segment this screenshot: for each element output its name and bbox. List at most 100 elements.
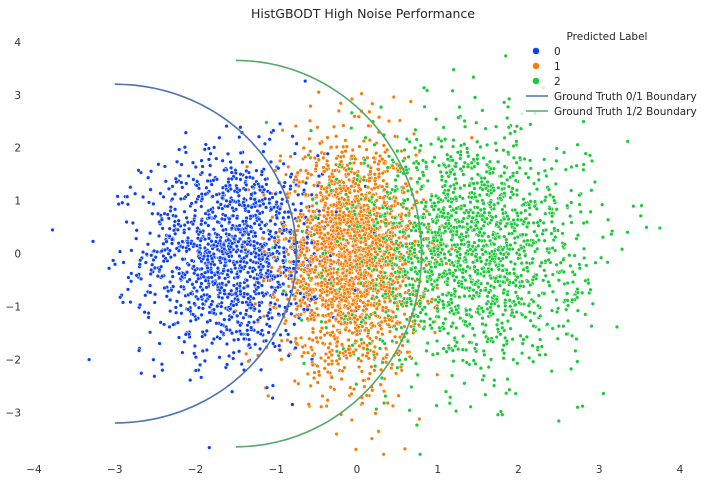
data-point-1 [374, 241, 379, 246]
data-point-0 [277, 210, 282, 216]
data-point-0 [217, 355, 222, 360]
data-point-2 [459, 238, 464, 243]
data-point-0 [174, 179, 179, 185]
data-point-2 [502, 203, 507, 209]
data-point-2 [554, 158, 559, 164]
data-point-1 [262, 249, 267, 254]
data-point-2 [454, 196, 459, 201]
data-point-2 [593, 260, 598, 265]
data-point-1 [337, 212, 342, 218]
data-point-0 [199, 204, 204, 209]
data-point-2 [568, 366, 574, 372]
data-point-1 [310, 330, 316, 335]
data-point-2 [527, 158, 533, 163]
data-point-0 [199, 222, 204, 227]
data-point-0 [176, 241, 181, 246]
data-point-0 [175, 320, 181, 325]
data-point-1 [343, 273, 348, 279]
data-point-2 [310, 197, 315, 202]
data-point-2 [452, 186, 457, 191]
data-point-0 [206, 157, 212, 162]
data-point-1 [406, 288, 411, 293]
data-point-0 [207, 172, 213, 177]
data-point-1 [315, 125, 320, 130]
data-point-1 [244, 164, 250, 169]
data-point-1 [356, 247, 362, 253]
data-point-1 [387, 329, 393, 334]
data-point-0 [162, 285, 167, 291]
data-point-0 [176, 335, 182, 340]
data-point-1 [331, 323, 336, 329]
data-point-2 [477, 238, 482, 243]
data-point-1 [277, 229, 282, 234]
data-point-2 [380, 360, 385, 365]
data-point-2 [561, 150, 567, 155]
data-point-0 [229, 288, 234, 293]
data-point-0 [272, 245, 277, 250]
data-point-2 [422, 305, 427, 310]
data-point-0 [228, 244, 233, 249]
data-point-1 [295, 170, 300, 175]
data-point-1 [339, 284, 345, 289]
data-point-0 [200, 348, 205, 354]
data-point-0 [185, 220, 190, 225]
data-point-0 [226, 353, 232, 359]
data-point-2 [523, 208, 528, 213]
data-point-2 [343, 192, 349, 197]
data-point-1 [370, 101, 375, 106]
data-point-2 [421, 85, 427, 90]
data-point-1 [309, 172, 314, 177]
data-point-1 [320, 313, 326, 318]
data-point-0 [142, 310, 147, 315]
data-point-0 [203, 211, 208, 216]
data-point-1 [381, 389, 387, 394]
data-point-2 [390, 338, 395, 344]
data-point-2 [466, 243, 471, 248]
data-point-1 [307, 118, 313, 123]
data-point-2 [497, 283, 503, 288]
data-point-0 [288, 183, 293, 189]
data-point-0 [199, 281, 204, 286]
data-point-0 [211, 310, 217, 316]
data-point-0 [115, 194, 120, 199]
data-point-1 [326, 312, 331, 317]
data-point-1 [373, 411, 378, 416]
data-point-0 [281, 161, 286, 166]
data-point-2 [400, 243, 405, 248]
data-point-2 [414, 422, 420, 428]
data-point-2 [367, 198, 372, 203]
data-point-0 [184, 215, 189, 221]
data-point-2 [418, 301, 423, 306]
data-point-0 [199, 312, 204, 318]
data-point-1 [435, 285, 440, 291]
data-point-1 [429, 297, 435, 302]
data-point-0 [182, 209, 187, 214]
data-point-1 [400, 279, 405, 284]
data-point-1 [324, 403, 329, 409]
data-point-0 [280, 258, 286, 263]
data-point-0 [267, 324, 272, 329]
data-point-1 [367, 137, 372, 143]
data-point-0 [218, 238, 223, 243]
data-point-0 [177, 173, 183, 178]
data-point-0 [121, 260, 126, 265]
data-point-1 [331, 251, 336, 257]
data-point-1 [349, 96, 355, 102]
data-point-2 [487, 171, 493, 176]
data-point-2 [438, 169, 443, 175]
data-point-2 [359, 259, 365, 264]
data-point-1 [301, 350, 307, 355]
data-point-2 [516, 247, 521, 252]
data-point-2 [413, 265, 418, 270]
data-point-2 [524, 334, 530, 340]
data-point-1 [315, 339, 320, 345]
data-point-2 [619, 247, 625, 252]
data-point-1 [316, 157, 321, 162]
data-point-1 [388, 298, 393, 303]
data-point-0 [220, 190, 226, 196]
data-point-1 [356, 304, 362, 309]
data-point-0 [248, 214, 253, 219]
data-point-2 [504, 267, 509, 273]
data-point-1 [393, 195, 399, 201]
data-point-0 [182, 339, 187, 344]
